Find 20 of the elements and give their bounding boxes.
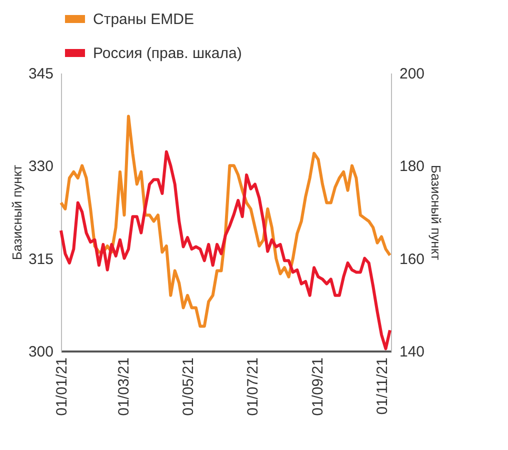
line-series: [60, 114, 392, 328]
legend-label: Страны EMDE: [93, 11, 194, 28]
x-tick-label: 01/05/21: [180, 358, 198, 416]
y2-axis-title: Базисный пункт: [428, 164, 444, 260]
line-series: [60, 150, 392, 350]
y-tick-label: 330: [28, 158, 54, 176]
x-tick-label: 01/03/21: [116, 358, 133, 416]
y2-tick-label: 160: [400, 250, 425, 268]
legend-label: Россия (прав. шкала): [93, 45, 242, 62]
y2-tick-label: 200: [400, 66, 425, 82]
y2-tick-label: 180: [400, 158, 425, 176]
x-tick-label: 01/11/21: [374, 358, 392, 415]
x-tick-label: 01/07/21: [244, 358, 262, 416]
y-tick-label: 300: [28, 344, 54, 360]
y-axis-title: Базисный пункт: [9, 164, 24, 260]
y-tick-label: 345: [28, 66, 54, 82]
y2-tick-label: 140: [400, 344, 425, 360]
x-tick-label: 01/09/21: [310, 358, 327, 416]
x-tick-label: 01/01/21: [54, 358, 70, 416]
y-tick-label: 315: [28, 250, 54, 268]
